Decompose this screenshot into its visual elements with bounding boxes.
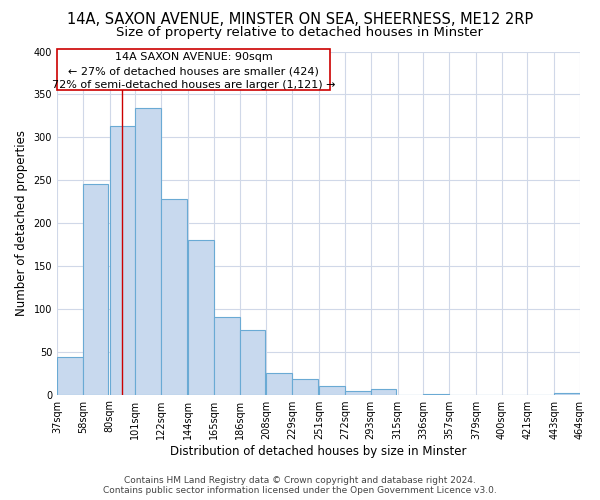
Bar bbox=[266, 373, 292, 394]
Bar bbox=[57, 357, 83, 395]
Bar bbox=[292, 379, 318, 394]
Bar bbox=[188, 240, 214, 394]
Bar bbox=[110, 126, 136, 394]
Bar bbox=[161, 199, 187, 394]
Bar bbox=[319, 386, 345, 394]
Y-axis label: Number of detached properties: Number of detached properties bbox=[15, 130, 28, 316]
Text: 14A SAXON AVENUE: 90sqm
← 27% of detached houses are smaller (424)
72% of semi-d: 14A SAXON AVENUE: 90sqm ← 27% of detache… bbox=[52, 52, 335, 90]
Bar bbox=[239, 330, 265, 394]
Text: Contains HM Land Registry data © Crown copyright and database right 2024.
Contai: Contains HM Land Registry data © Crown c… bbox=[103, 476, 497, 495]
Bar bbox=[83, 184, 109, 394]
Bar bbox=[371, 390, 396, 394]
Bar bbox=[554, 393, 580, 394]
Text: Size of property relative to detached houses in Minster: Size of property relative to detached ho… bbox=[116, 26, 484, 39]
Bar bbox=[214, 318, 239, 394]
Bar bbox=[136, 108, 161, 395]
FancyBboxPatch shape bbox=[57, 49, 330, 90]
Text: 14A, SAXON AVENUE, MINSTER ON SEA, SHEERNESS, ME12 2RP: 14A, SAXON AVENUE, MINSTER ON SEA, SHEER… bbox=[67, 12, 533, 28]
Bar bbox=[345, 391, 371, 394]
X-axis label: Distribution of detached houses by size in Minster: Distribution of detached houses by size … bbox=[170, 444, 467, 458]
